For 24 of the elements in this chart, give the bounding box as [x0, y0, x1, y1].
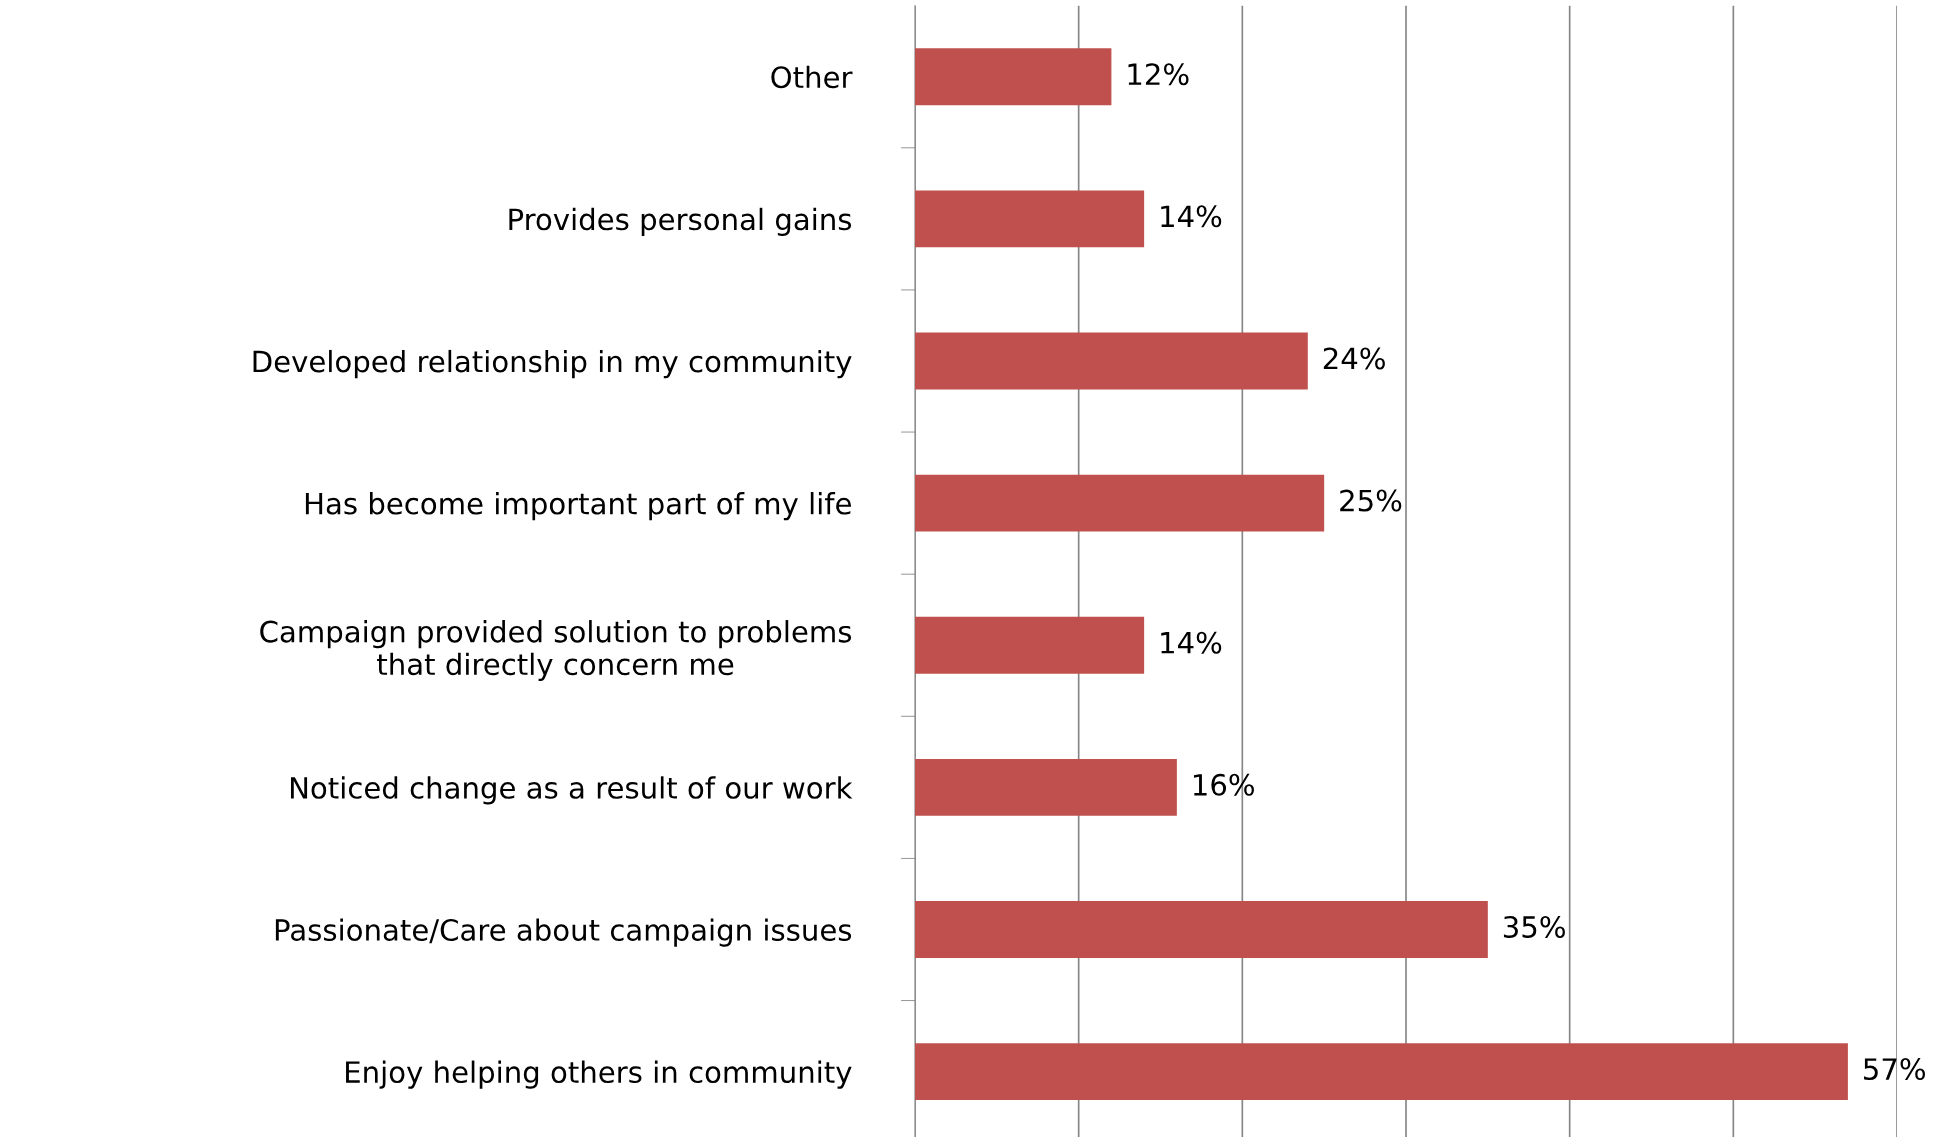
data-label: 14%: [1161, 631, 1222, 654]
data-label: 14%: [1161, 205, 1222, 228]
y-tick-label: Noticed change as a result of our work: [290, 776, 853, 805]
bar: [915, 901, 1488, 958]
y-tick-label: Developed relationship in my community: [253, 349, 852, 379]
y-tick-label: Enjoy helping others in community: [346, 1060, 852, 1089]
data-label: 25%: [1340, 489, 1402, 512]
data-label: 57%: [1864, 1058, 1926, 1081]
y-tick-label: Other: [771, 65, 853, 89]
data-label: 35%: [1503, 915, 1565, 938]
y-tick-label: Passionate/Care about campaign issues: [275, 918, 852, 947]
bar: [915, 332, 1308, 390]
bar: [915, 1043, 1848, 1101]
bar: [915, 474, 1325, 532]
data-label: 12%: [1128, 63, 1189, 86]
bar: [915, 190, 1145, 248]
bar: [915, 758, 1177, 816]
bar: [915, 48, 1112, 106]
data-label: 24%: [1323, 347, 1385, 370]
bar: [915, 616, 1145, 674]
y-tick-label: Provides personal gains: [509, 207, 852, 237]
data-label: 16%: [1193, 773, 1254, 796]
y-tick-label: Campaign provided solution to problems that directly concern me: [260, 620, 852, 681]
y-tick-label: Has become important part of my life: [305, 492, 851, 521]
